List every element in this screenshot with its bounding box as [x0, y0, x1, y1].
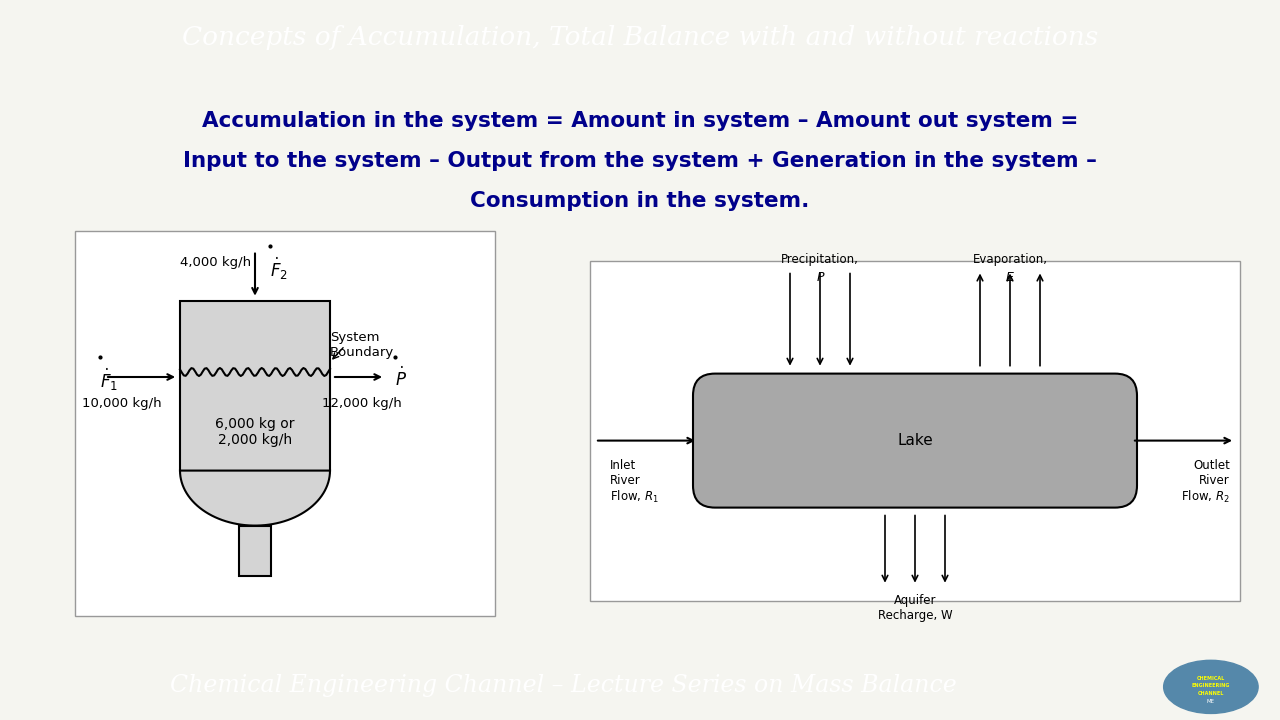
Text: Precipitation,: Precipitation, — [781, 253, 859, 266]
Text: $\dot{F}_1$: $\dot{F}_1$ — [100, 367, 118, 393]
Bar — [239, 526, 271, 575]
Bar — [180, 301, 330, 471]
Text: Evaporation,: Evaporation, — [973, 253, 1047, 266]
Text: ENGINEERING: ENGINEERING — [1192, 683, 1230, 688]
Text: Chemical Engineering Channel – Lecture Series on Mass Balance: Chemical Engineering Channel – Lecture S… — [170, 675, 956, 697]
Text: Outlet
River
Flow, $R_2$: Outlet River Flow, $R_2$ — [1181, 459, 1230, 505]
Text: E: E — [1006, 271, 1014, 284]
Circle shape — [1164, 660, 1258, 714]
Text: 6,000 kg or
2,000 kg/h: 6,000 kg or 2,000 kg/h — [215, 417, 294, 447]
Text: System
Boundary: System Boundary — [330, 330, 394, 359]
Polygon shape — [180, 471, 330, 526]
Text: 12,000 kg/h: 12,000 kg/h — [323, 397, 402, 410]
Text: P: P — [817, 271, 824, 284]
Text: Consumption in the system.: Consumption in the system. — [470, 191, 810, 210]
FancyBboxPatch shape — [692, 374, 1137, 508]
Text: CHEMICAL: CHEMICAL — [1197, 675, 1225, 680]
Bar — [76, 230, 495, 616]
Text: Lake: Lake — [897, 433, 933, 448]
Text: 4,000 kg/h: 4,000 kg/h — [180, 256, 251, 269]
Text: Aquifer
Recharge, W: Aquifer Recharge, W — [878, 593, 952, 621]
Text: Concepts of Accumulation, Total Balance with and without reactions: Concepts of Accumulation, Total Balance … — [182, 25, 1098, 50]
Bar — [590, 261, 1240, 600]
Text: $\dot{F}_2$: $\dot{F}_2$ — [270, 256, 288, 282]
Text: Input to the system – Output from the system + Generation in the system –: Input to the system – Output from the sy… — [183, 150, 1097, 171]
Text: 10,000 kg/h: 10,000 kg/h — [82, 397, 161, 410]
Text: $\dot{P}$: $\dot{P}$ — [396, 367, 407, 390]
Text: ME: ME — [1207, 699, 1215, 704]
Text: Inlet
River
Flow, $R_1$: Inlet River Flow, $R_1$ — [611, 459, 659, 505]
Text: CHANNEL: CHANNEL — [1198, 691, 1224, 696]
Text: Accumulation in the system = Amount in system – Amount out system =: Accumulation in the system = Amount in s… — [202, 111, 1078, 130]
